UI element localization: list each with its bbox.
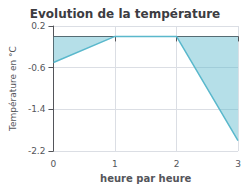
svg-text:-0.6: -0.6	[28, 63, 46, 73]
svg-text:-2.2: -2.2	[28, 146, 46, 156]
svg-text:3: 3	[235, 159, 241, 169]
svg-text:Evolution de la température: Evolution de la température	[30, 7, 221, 21]
svg-text:0.2: 0.2	[31, 21, 45, 31]
svg-text:-1.4: -1.4	[28, 104, 46, 114]
svg-text:1: 1	[112, 159, 118, 169]
svg-text:Température en °C: Température en °C	[8, 46, 18, 132]
svg-text:2: 2	[174, 159, 180, 169]
svg-text:0: 0	[51, 159, 57, 169]
svg-text:heure par heure: heure par heure	[100, 173, 191, 184]
